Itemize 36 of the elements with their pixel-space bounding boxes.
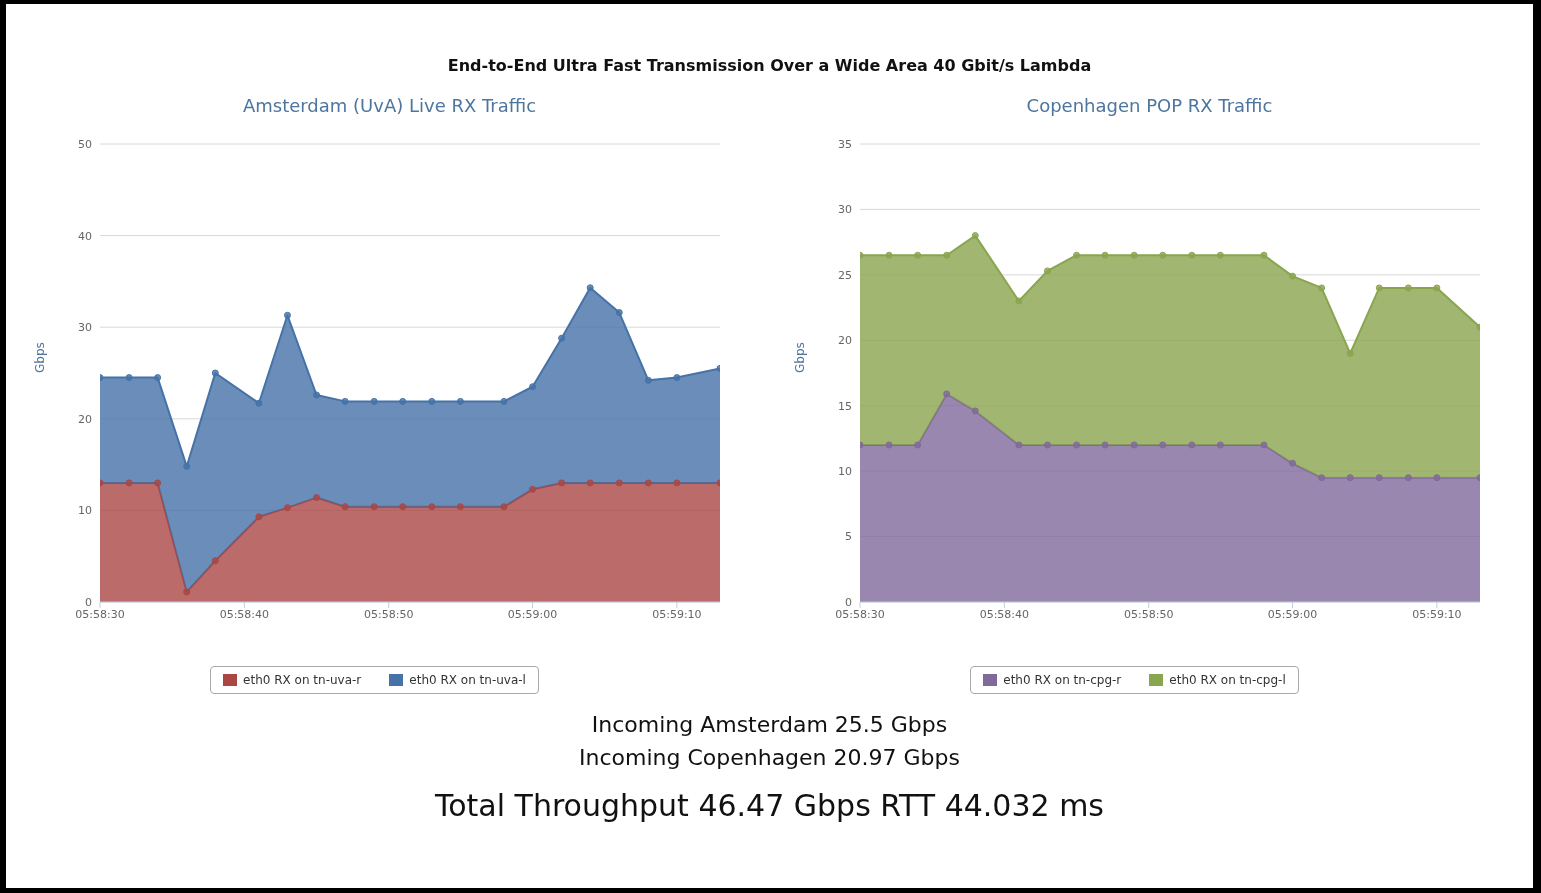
y-tick-label: 10	[77, 504, 92, 518]
x-tick-label: 05:58:30	[834, 607, 885, 621]
y-tick-label: 15	[837, 399, 852, 413]
x-tick-label: 05:59:00	[507, 607, 557, 621]
x-tick-label: 05:58:40	[979, 607, 1029, 621]
x-tick-label: 05:59:10	[1411, 607, 1462, 621]
legend-label: eth0 RX on tn-uva-r	[242, 673, 362, 687]
text: End-to-End Ultra Fast Transmission Over a Wide Area 40 Gbit/s Lambda	[447, 56, 1092, 75]
x-tick-label: 05:59:10	[651, 607, 702, 621]
y-tick-label: 5	[844, 530, 852, 544]
y-tick-label: 0	[844, 595, 852, 609]
y-tick-label: 30	[837, 203, 852, 217]
y-axis-title: Gbps	[792, 342, 807, 373]
x-tick-label: 05:58:50	[1123, 607, 1173, 621]
y-axis-title: Gbps	[32, 342, 47, 373]
y-tick-label: 20	[837, 334, 852, 348]
y-tick-label: 30	[77, 321, 92, 335]
x-tick-label: 05:58:50	[363, 607, 413, 621]
legend-label: eth0 RX on tn-uva-l	[408, 673, 526, 687]
y-tick-label: 50	[77, 137, 92, 151]
y-tick-label: 20	[77, 412, 92, 426]
x-tick-label: 05:59:00	[1267, 607, 1317, 621]
y-tick-label: 40	[77, 229, 92, 243]
legend-label: eth0 RX on tn-cpg-l	[1168, 673, 1286, 687]
text: Incoming Amsterdam 25.5 Gbps	[591, 712, 948, 737]
y-tick-label: 10	[837, 465, 852, 479]
legend-label: eth0 RX on tn-cpg-r	[1002, 673, 1122, 687]
text: Incoming Copenhagen 20.97 Gbps	[579, 745, 960, 770]
y-tick-label: 35	[837, 137, 852, 151]
text: Total Throughput 46.47 Gbps RTT 44.032 ms	[435, 788, 1104, 823]
x-tick-label: 05:58:30	[74, 607, 125, 621]
chart-title: Copenhagen POP RX Traffic	[1026, 95, 1273, 116]
y-tick-label: 25	[837, 268, 852, 282]
y-tick-label: 0	[84, 595, 92, 609]
x-tick-label: 05:58:40	[219, 607, 269, 621]
chart-title: Amsterdam (UvA) Live RX Traffic	[242, 95, 537, 116]
